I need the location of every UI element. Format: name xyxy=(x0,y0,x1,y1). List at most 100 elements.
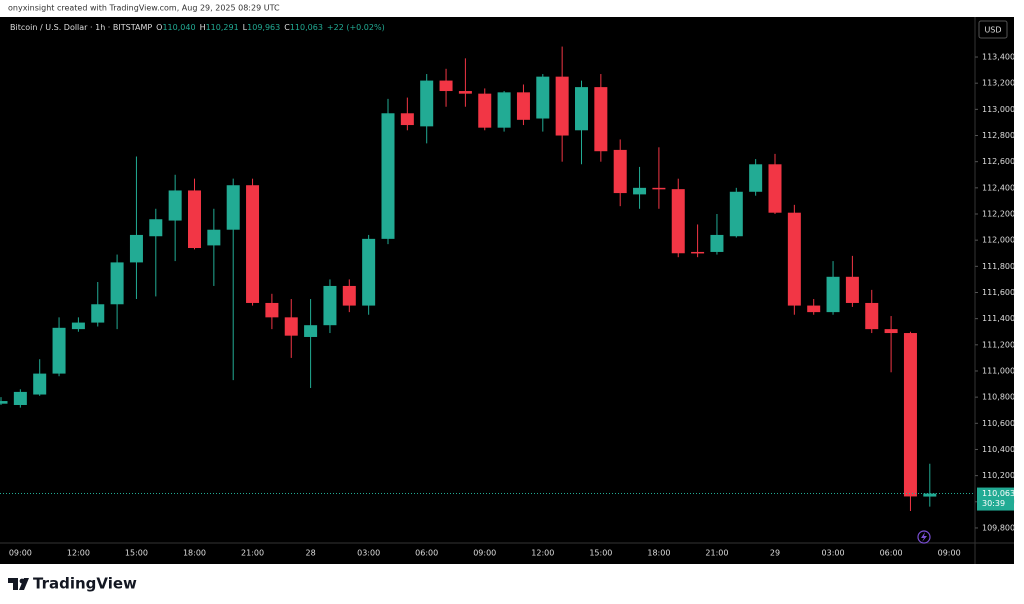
candle-body xyxy=(0,401,8,404)
candle-body xyxy=(207,229,221,246)
candle-body xyxy=(497,92,511,128)
y-tick-label: 110,200 xyxy=(982,471,1015,480)
y-tick-label: 112,800 xyxy=(982,131,1015,140)
x-tick-label: 15:00 xyxy=(125,549,148,558)
logo xyxy=(8,578,29,590)
last-price-label: 110,063 xyxy=(982,489,1015,498)
candle-body xyxy=(323,285,337,326)
x-tick-label: 09:00 xyxy=(938,549,961,558)
candle-body xyxy=(226,185,240,230)
ohlc-key: C xyxy=(284,23,290,32)
y-tick-label: 113,400 xyxy=(982,53,1015,62)
candle-body xyxy=(923,493,937,497)
candle-body xyxy=(71,322,85,330)
x-tick-label: 03:00 xyxy=(357,549,380,558)
y-tick-label: 110,600 xyxy=(982,419,1015,428)
candle-body xyxy=(478,93,492,128)
candle-body xyxy=(362,238,376,306)
candle-body xyxy=(826,276,840,313)
x-tick-label: 12:00 xyxy=(531,549,554,558)
candle-body xyxy=(555,76,569,136)
y-tick-label: 110,400 xyxy=(982,445,1015,454)
x-tick-label: 12:00 xyxy=(67,549,90,558)
x-tick-label: 21:00 xyxy=(705,549,728,558)
y-tick-label: 112,000 xyxy=(982,236,1015,245)
x-tick-label: 28 xyxy=(306,549,316,558)
y-tick-label: 110,800 xyxy=(982,393,1015,402)
x-tick-label: 06:00 xyxy=(415,549,438,558)
countdown-label: 30:39 xyxy=(982,499,1005,508)
y-tick-label: 112,200 xyxy=(982,210,1015,219)
candle-body xyxy=(91,304,105,323)
y-tick-label: 113,000 xyxy=(982,105,1015,114)
ohlc-key: O xyxy=(156,23,162,32)
candle-body xyxy=(265,302,279,318)
candle-body xyxy=(381,113,395,239)
candle-body xyxy=(903,333,917,497)
candle-body xyxy=(439,80,453,92)
x-tick-label: 09:00 xyxy=(473,549,496,558)
candle-body xyxy=(575,87,588,131)
ohlc-key: H xyxy=(200,23,206,32)
ohlc-value: 109,963 xyxy=(247,23,280,32)
candle-body xyxy=(458,91,472,94)
candle-body xyxy=(342,285,356,306)
y-tick-label: 111,800 xyxy=(982,262,1015,271)
y-tick-label: 111,200 xyxy=(982,340,1015,349)
candle-body xyxy=(420,80,434,127)
last-price-tag xyxy=(977,487,1014,511)
candle-body xyxy=(149,219,163,237)
candle-body xyxy=(594,87,608,152)
candle-body xyxy=(52,327,66,374)
y-tick-label: 111,400 xyxy=(982,314,1015,323)
candle-body xyxy=(749,164,763,192)
ohlc-value: 110,291 xyxy=(206,23,239,32)
candle-body xyxy=(671,189,685,254)
y-tick-label: 111,000 xyxy=(982,366,1015,375)
lightning-icon[interactable] xyxy=(917,530,931,544)
candle-body xyxy=(284,317,298,336)
candle-body xyxy=(188,190,201,249)
candle-body xyxy=(304,325,318,337)
candle-body xyxy=(400,113,414,126)
candle-body xyxy=(845,276,859,303)
x-tick-label: 29 xyxy=(770,549,780,558)
x-tick-label: 06:00 xyxy=(880,549,903,558)
candle-body xyxy=(729,191,743,237)
ohlc-value: 110,063 xyxy=(290,23,323,32)
currency-box[interactable] xyxy=(978,20,1008,39)
x-tick-label: 15:00 xyxy=(589,549,612,558)
x-tick-label: 21:00 xyxy=(241,549,264,558)
change-value: +22 (+0.02%) xyxy=(327,23,385,32)
candle-body xyxy=(110,262,124,305)
candle-body xyxy=(710,234,724,252)
icon-circle[interactable] xyxy=(917,530,931,544)
y-tick-label: 109,800 xyxy=(982,523,1015,532)
symbol-title: Bitcoin / U.S. Dollar · 1h · BITSTAMP xyxy=(10,23,152,32)
candle-body xyxy=(865,302,879,330)
y-tick-label: 112,400 xyxy=(982,183,1015,192)
candle-body xyxy=(129,234,143,263)
candle-body xyxy=(168,190,182,221)
candle-body xyxy=(884,329,898,334)
x-tick-label: 18:00 xyxy=(183,549,206,558)
y-tick-label: 112,600 xyxy=(982,157,1015,166)
x-tick-label: 18:00 xyxy=(647,549,670,558)
candle-body xyxy=(613,149,627,194)
icon-bolt[interactable] xyxy=(921,532,927,542)
candle-body xyxy=(633,187,647,195)
candle-body xyxy=(787,212,801,306)
candle-body xyxy=(536,76,550,119)
logo-dot xyxy=(19,578,25,584)
candle-body xyxy=(33,373,47,395)
candle-body xyxy=(652,187,666,190)
y-tick-label: 111,600 xyxy=(982,288,1015,297)
candle-body xyxy=(768,164,782,213)
currency-label[interactable]: USD xyxy=(984,26,1001,35)
ohlc-key: L xyxy=(243,23,248,32)
y-tick-label: 113,200 xyxy=(982,79,1015,88)
candle-body xyxy=(13,391,27,405)
candle-body xyxy=(691,251,705,254)
candle-body xyxy=(807,305,821,313)
